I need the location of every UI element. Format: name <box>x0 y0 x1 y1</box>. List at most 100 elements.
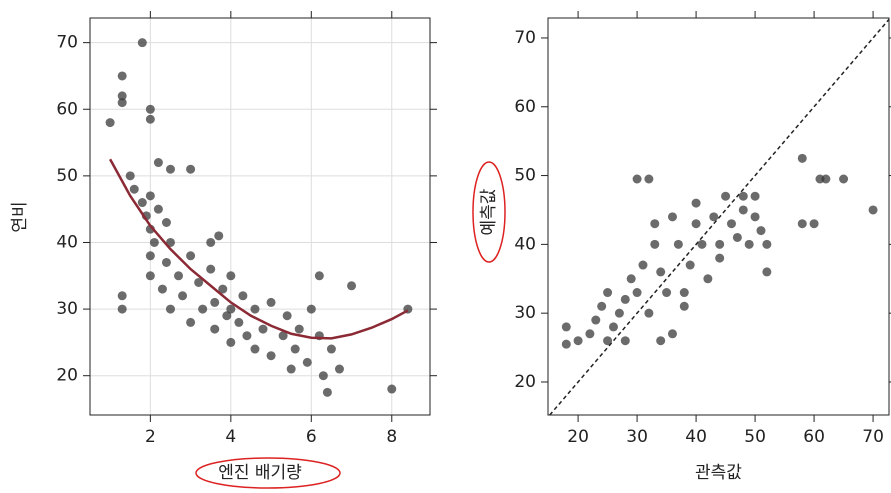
point <box>242 331 252 341</box>
y-tick-label: 50 <box>514 166 536 186</box>
point <box>226 337 236 347</box>
point <box>161 217 171 227</box>
point <box>691 198 701 208</box>
point <box>238 291 248 301</box>
y-axis-label: 연비 <box>10 201 30 232</box>
point <box>186 317 196 327</box>
point <box>266 297 276 307</box>
y-tick-label: 60 <box>56 99 78 119</box>
point <box>174 271 184 281</box>
y-axis-label: 예측값 <box>479 188 499 235</box>
y-tick-label: 40 <box>56 232 78 252</box>
y-tick-label: 20 <box>56 366 78 386</box>
point <box>709 212 719 222</box>
point <box>667 329 677 339</box>
point <box>137 38 147 48</box>
point <box>145 191 155 201</box>
point <box>282 311 292 321</box>
point <box>234 317 244 327</box>
point <box>673 239 683 249</box>
x-tick-label: 30 <box>626 427 648 447</box>
point <box>738 205 748 215</box>
point <box>105 118 115 128</box>
point <box>165 164 175 174</box>
x-tick-label: 40 <box>685 427 707 447</box>
point <box>129 184 139 194</box>
point <box>603 288 613 298</box>
x-axis-label: 엔진 배기량 <box>218 463 302 483</box>
point <box>153 158 163 168</box>
point <box>703 274 713 284</box>
plot-frame <box>547 17 890 416</box>
point <box>290 344 300 354</box>
point <box>750 212 760 222</box>
point <box>797 153 807 163</box>
point <box>685 260 695 270</box>
point <box>347 281 357 291</box>
x-tick-label: 60 <box>803 427 825 447</box>
point <box>145 114 155 124</box>
point <box>638 260 648 270</box>
x-tick-label: 70 <box>862 427 884 447</box>
point <box>218 284 228 294</box>
y-tick-label: 40 <box>514 234 536 254</box>
point <box>679 288 689 298</box>
point <box>644 174 654 184</box>
point <box>762 239 772 249</box>
point <box>322 387 332 397</box>
point <box>125 171 135 181</box>
point <box>797 219 807 229</box>
highlight <box>195 457 341 489</box>
point <box>250 304 260 314</box>
reference-line <box>549 18 890 416</box>
point <box>198 304 208 314</box>
x-axis-label: 관측값 <box>695 463 742 483</box>
point <box>561 322 571 332</box>
point <box>145 251 155 261</box>
point <box>266 351 276 361</box>
point <box>644 308 654 318</box>
point <box>821 174 831 184</box>
point <box>662 288 672 298</box>
x-tick-label: 20 <box>567 427 589 447</box>
point <box>561 339 571 349</box>
point <box>117 91 127 101</box>
point <box>186 251 196 261</box>
y-tick-label: 50 <box>56 166 78 186</box>
point <box>667 212 677 222</box>
point <box>149 237 159 247</box>
point <box>809 219 819 229</box>
highlight <box>472 161 506 263</box>
point <box>756 226 766 236</box>
point <box>302 357 312 367</box>
point <box>632 288 642 298</box>
smooth-curve <box>109 158 409 340</box>
point <box>226 271 236 281</box>
point <box>145 271 155 281</box>
x-tick-label: 6 <box>306 427 317 447</box>
y-tick-label: 60 <box>514 97 536 117</box>
point <box>762 267 772 277</box>
point <box>206 237 216 247</box>
point <box>721 191 731 201</box>
point <box>620 336 630 346</box>
point <box>679 301 689 311</box>
point <box>608 322 618 332</box>
point <box>294 324 304 334</box>
point <box>334 364 344 374</box>
point <box>715 239 725 249</box>
x-tick-label: 50 <box>744 427 766 447</box>
point <box>839 174 849 184</box>
point <box>145 104 155 114</box>
point <box>210 297 220 307</box>
point <box>161 257 171 267</box>
point <box>750 191 760 201</box>
point <box>250 344 260 354</box>
point <box>744 239 754 249</box>
x-tick-label: 2 <box>145 427 156 447</box>
point <box>210 324 220 334</box>
point <box>591 315 601 325</box>
point <box>286 364 296 374</box>
point <box>650 239 660 249</box>
point <box>326 344 336 354</box>
